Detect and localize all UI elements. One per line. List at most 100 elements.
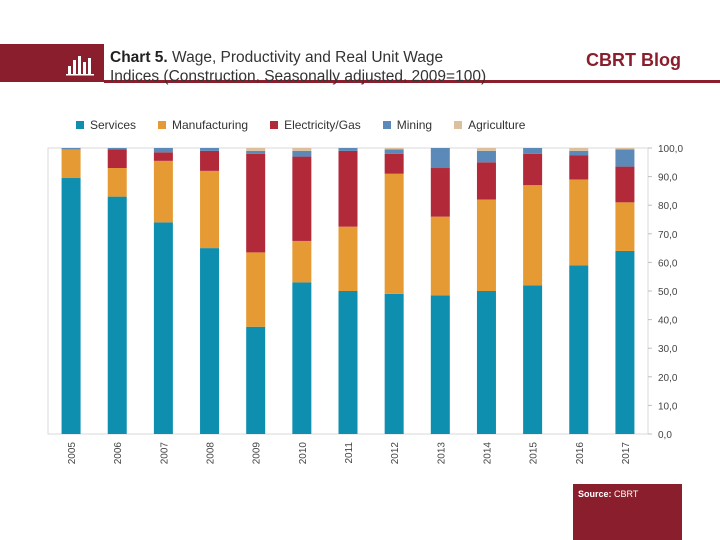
bar-electricity-gas-2017: [615, 166, 635, 203]
bar-manufacturing-2013: [430, 216, 450, 296]
bar-manufacturing-2008: [200, 170, 220, 249]
bar-chart-logo-icon: [66, 56, 94, 76]
x-tick-label: 2010: [298, 442, 309, 465]
bar-electricity-gas-2016: [569, 155, 589, 180]
bar-mining-2012: [384, 149, 404, 154]
legend-swatch: [454, 121, 463, 129]
x-tick-label: 2008: [206, 442, 217, 465]
bar-services-2017: [615, 250, 635, 434]
bar-mining-2015: [523, 148, 543, 154]
x-tick-label: 2013: [436, 442, 447, 465]
legend-swatch: [76, 121, 84, 129]
bar-mining-2016: [569, 150, 589, 156]
y-tick-label: 0,0: [658, 430, 672, 441]
title-bold: Chart 5.: [110, 49, 168, 66]
bar-manufacturing-2017: [615, 202, 635, 251]
y-tick-label: 70,0: [658, 230, 678, 241]
legend-item-services: Services: [76, 118, 136, 132]
y-tick-label: 10,0: [658, 401, 678, 412]
legend-label: Electricity/Gas: [284, 118, 361, 132]
title-rest: Wage, Productivity and Real Unit Wage: [172, 49, 444, 66]
bar-manufacturing-2011: [338, 226, 358, 291]
legend-label: Services: [90, 118, 137, 132]
source-label: Source:: [578, 489, 612, 499]
bar-mining-2007: [153, 148, 173, 153]
legend: Services Manufacturing Electricity/Gas Mini…: [76, 118, 525, 132]
bar-services-2005: [61, 178, 81, 434]
bar-agriculture-2016: [569, 148, 589, 151]
x-tick-label: 2011: [344, 442, 355, 464]
bar-services-2013: [430, 295, 450, 434]
y-tick-label: 20,0: [658, 373, 678, 384]
header-rule: [104, 80, 720, 83]
legend-swatch: [158, 121, 167, 129]
bar-electricity-gas-2013: [430, 168, 450, 217]
bar-services-2016: [569, 265, 589, 434]
legend-item-mining: Mining: [382, 118, 433, 132]
legend-label: Manufacturing: [172, 118, 249, 132]
bar-electricity-gas-2010: [292, 156, 312, 241]
x-tick-label: 2016: [575, 442, 586, 465]
x-tick-label: 2007: [159, 442, 170, 465]
x-tick-label: 2014: [482, 442, 493, 465]
bar-services-2011: [338, 291, 358, 434]
y-tick-label: 40,0: [658, 316, 678, 327]
bar-mining-2013: [430, 148, 450, 169]
source-value: CBRT: [614, 489, 639, 499]
bar-agriculture-2012: [384, 148, 404, 150]
bar-services-2014: [476, 291, 496, 434]
bar-mining-2005: [61, 148, 81, 150]
bar-mining-2011: [338, 148, 358, 151]
legend-label: Mining: [396, 118, 433, 132]
bar-services-2006: [107, 196, 127, 434]
bar-electricity-gas-2012: [384, 153, 404, 174]
bar-agriculture-2014: [476, 148, 496, 151]
chart-title: Chart 5. Wage, Productivity and Real Uni…: [110, 48, 570, 86]
bar-electricity-gas-2007: [153, 152, 173, 161]
y-tick-label: 90,0: [658, 173, 678, 184]
x-tick-label: 2017: [621, 442, 632, 465]
bar-mining-2009: [246, 150, 266, 154]
bar-manufacturing-2010: [292, 240, 312, 283]
legend-swatch: [382, 121, 391, 129]
bar-electricity-gas-2014: [476, 162, 496, 200]
legend-item-agriculture: Agriculture: [454, 118, 525, 132]
bar-electricity-gas-2011: [338, 150, 358, 227]
bar-services-2010: [292, 282, 312, 434]
bar-manufacturing-2012: [384, 173, 404, 294]
bar-mining-2008: [200, 148, 220, 151]
bar-electricity-gas-2015: [523, 153, 543, 186]
bar-agriculture-2017: [615, 148, 635, 150]
y-tick-label: 50,0: [658, 287, 678, 298]
x-tick-label: 2009: [252, 442, 263, 465]
bar-manufacturing-2016: [569, 179, 589, 266]
title-line2: Indices (Construction, Seasonally adjust…: [110, 68, 487, 85]
bar-services-2009: [246, 326, 266, 434]
brand-label: CBRT Blog: [586, 50, 681, 70]
legend-label: Agriculture: [468, 118, 526, 132]
y-tick-label: 80,0: [658, 201, 678, 212]
bar-agriculture-2009: [246, 148, 266, 151]
bar-mining-2017: [615, 149, 635, 167]
bar-manufacturing-2007: [153, 160, 173, 223]
x-tick-label: 2012: [390, 442, 401, 465]
bar-electricity-gas-2008: [200, 150, 220, 171]
bar-manufacturing-2014: [476, 199, 496, 291]
header-band: [0, 44, 104, 82]
bar-services-2012: [384, 293, 404, 434]
bar-agriculture-2010: [292, 148, 312, 151]
bar-services-2008: [200, 248, 220, 434]
y-tick-label: 30,0: [658, 344, 678, 355]
bar-manufacturing-2015: [523, 185, 543, 286]
bar-manufacturing-2009: [246, 252, 266, 327]
source-box: Source: CBRT: [573, 484, 682, 540]
bar-mining-2014: [476, 150, 496, 163]
bar-electricity-gas-2009: [246, 153, 266, 253]
bar-mining-2006: [107, 148, 127, 150]
legend-item-electricity-gas: Electricity/Gas: [270, 118, 361, 132]
bar-manufacturing-2006: [107, 168, 127, 197]
bar-services-2007: [153, 222, 173, 434]
bar-electricity-gas-2006: [107, 149, 127, 169]
bar-services-2015: [523, 285, 543, 434]
